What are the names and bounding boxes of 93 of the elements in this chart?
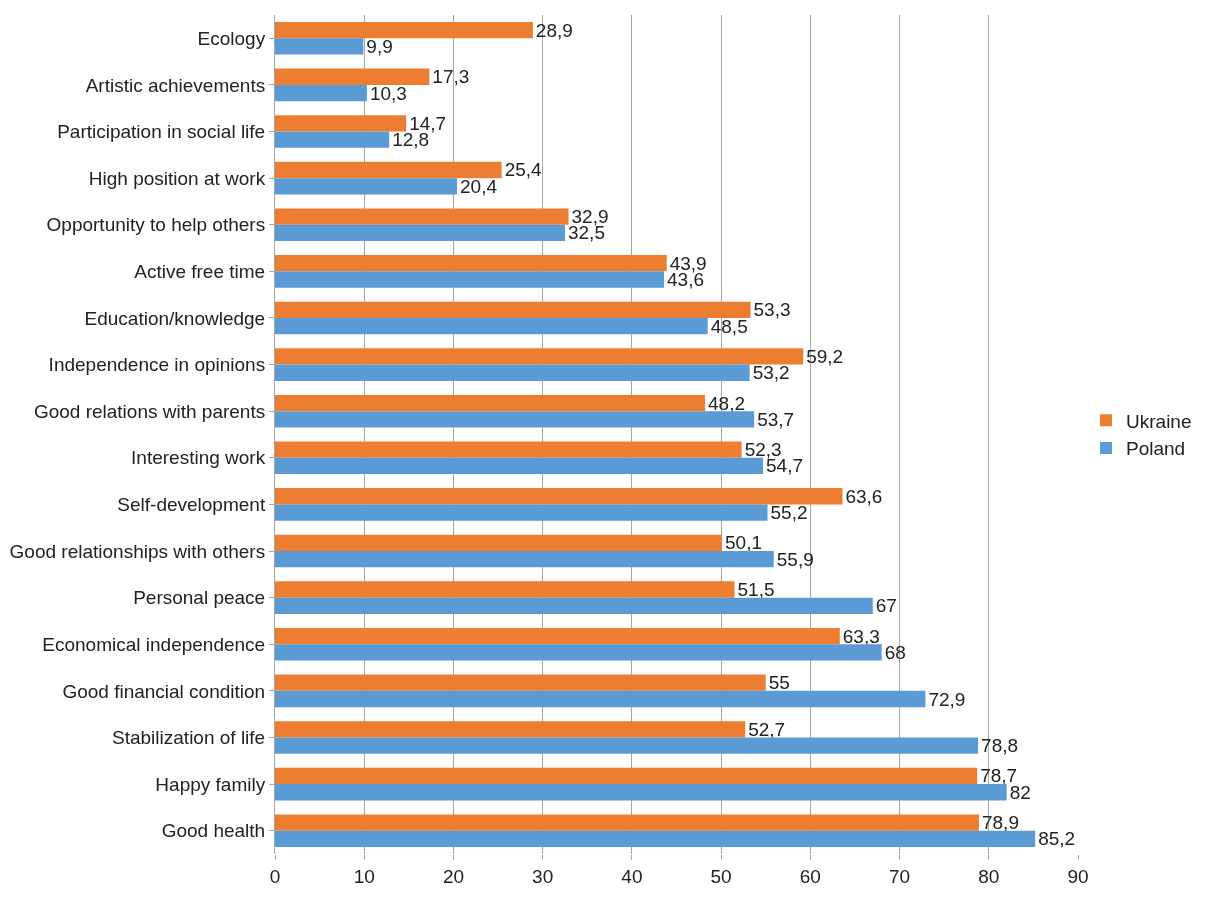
x-tick-label: 60: [799, 865, 821, 887]
data-label: 78,8: [981, 735, 1019, 757]
data-label: 63,3: [842, 625, 880, 647]
y-tick-label: Self-development: [117, 494, 266, 516]
bar: [275, 674, 766, 691]
data-label: 9,9: [366, 35, 393, 57]
y-tick-label: Ecology: [197, 27, 266, 49]
x-tick-label: 90: [1067, 865, 1089, 887]
data-label: 43,9: [669, 252, 707, 274]
data-label: 55,2: [770, 502, 808, 524]
bar: [275, 38, 364, 55]
y-tick-label: Good health: [161, 820, 266, 842]
data-label: 68: [884, 641, 906, 663]
x-tick-label: 80: [978, 865, 1000, 887]
x-tick-label: 10: [353, 865, 375, 887]
y-tick-label: High position at work: [88, 167, 266, 189]
data-label: 59,2: [806, 345, 844, 367]
y-tick-label: Opportunity to help others: [46, 214, 266, 236]
data-label: 20,4: [460, 175, 498, 197]
bar: [275, 394, 706, 412]
bar: [275, 21, 533, 39]
bar: [275, 457, 764, 475]
data-label: 48,5: [710, 315, 748, 337]
data-label: 51,5: [737, 578, 775, 600]
data-label: 53,7: [757, 408, 795, 430]
data-label: 50,1: [725, 532, 762, 554]
bar: [275, 271, 665, 288]
bar: [275, 224, 565, 242]
x-tick-label: 70: [888, 865, 911, 887]
bar: [275, 534, 722, 552]
bar: [275, 178, 458, 195]
x-tick-label: 50: [710, 865, 732, 887]
data-label: 53,2: [752, 362, 790, 384]
data-label: 85,2: [1038, 828, 1076, 850]
bar: [275, 814, 979, 831]
data-label: 78,9: [981, 812, 1019, 834]
bar: [275, 131, 390, 148]
bar: [275, 255, 667, 272]
data-label: 17,3: [432, 66, 470, 88]
data-label: 52,7: [748, 718, 786, 740]
legend-label: Poland: [1126, 438, 1186, 460]
bar: [275, 411, 755, 428]
bar: [275, 597, 873, 614]
data-label: 55: [768, 672, 790, 694]
x-tick-label: 20: [442, 865, 465, 887]
y-tick-label: Independence in opinions: [48, 354, 266, 376]
y-tick-label: Interesting work: [131, 447, 266, 469]
data-label: 48,2: [708, 392, 746, 414]
bar: [275, 551, 774, 568]
data-label: 25,4: [504, 159, 543, 181]
data-label: 53,3: [753, 299, 791, 321]
data-label: 10,3: [369, 82, 407, 104]
y-tick-label: Personal peace: [133, 587, 266, 609]
data-label: 28,9: [535, 19, 573, 41]
bar: [275, 348, 804, 365]
bar: [275, 208, 569, 225]
x-tick-label: 0: [269, 865, 281, 887]
bar: [275, 644, 882, 661]
bar: [275, 627, 840, 645]
y-tick-label: Artistic achievements: [85, 74, 266, 96]
data-label: 67: [875, 595, 897, 617]
bar: [275, 767, 978, 785]
bar: [275, 317, 708, 335]
bar: [275, 364, 750, 381]
x-tick-label: 30: [532, 865, 554, 887]
y-tick-label: Happy family: [155, 773, 266, 795]
bar: [275, 68, 430, 85]
bar: [275, 830, 1036, 848]
data-label: 63,6: [845, 485, 883, 507]
bar: [275, 161, 502, 179]
bar: [275, 488, 843, 505]
y-tick-label: Stabilization of life: [112, 727, 266, 749]
bar: [275, 737, 979, 754]
y-tick-label: Participation in social life: [57, 121, 266, 143]
bar: [275, 84, 367, 102]
data-label: 72,9: [928, 688, 966, 710]
bar: [275, 504, 768, 521]
y-tick-label: Good relationships with others: [9, 540, 266, 562]
y-tick-label: Active free time: [134, 261, 266, 283]
y-tick-label: Economical independence: [42, 633, 266, 655]
bar: [275, 690, 926, 708]
bar: [275, 721, 746, 738]
bar: [275, 301, 751, 318]
bar: [275, 441, 742, 458]
legend-label: Ukraine: [1126, 410, 1192, 432]
y-tick-label: Good financial condition: [62, 680, 266, 702]
y-tick-label: Education/knowledge: [84, 307, 266, 329]
y-tick-label: Good relations with parents: [33, 400, 266, 422]
bar: [275, 115, 407, 132]
bar: [275, 784, 1007, 801]
data-label: 55,9: [776, 548, 814, 570]
bar: [275, 581, 735, 598]
x-tick-label: 40: [621, 865, 643, 887]
